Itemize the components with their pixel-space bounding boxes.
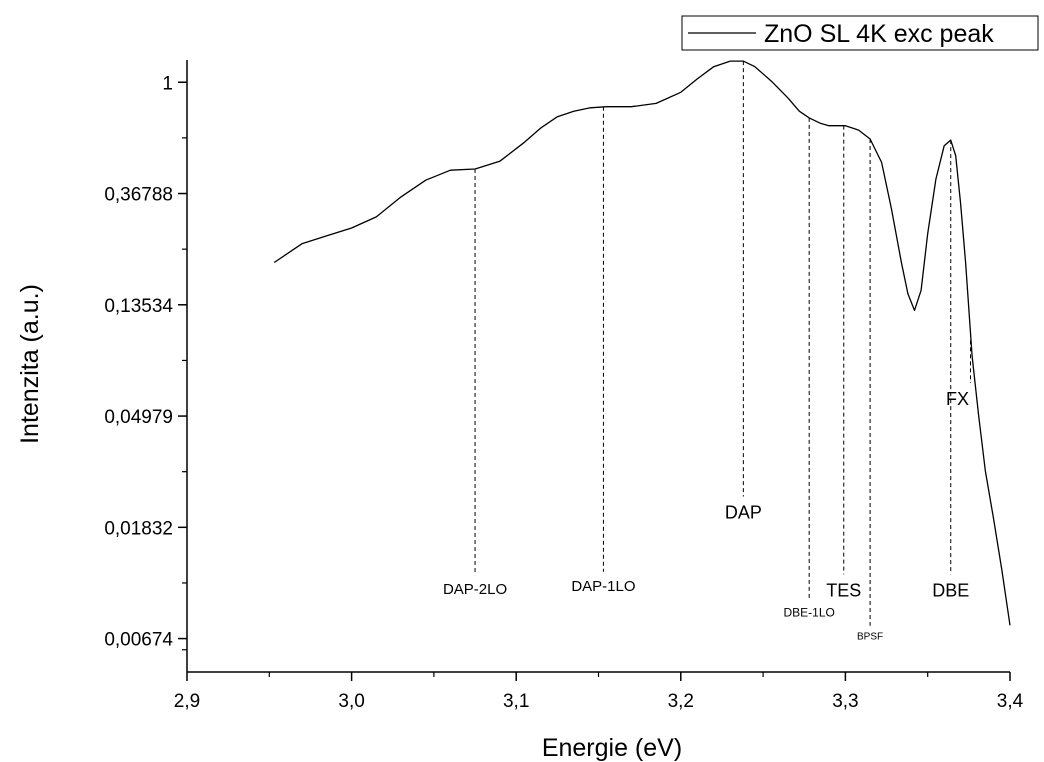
y-tick-label: 1 xyxy=(162,73,173,94)
x-tick-label: 3,3 xyxy=(832,691,858,712)
y-tick-label: 0,04979 xyxy=(104,407,173,428)
legend: ZnO SL 4K exc peak xyxy=(681,15,1039,51)
x-tick-label: 3,2 xyxy=(668,691,694,712)
annotation-label: DAP xyxy=(725,502,762,522)
x-axis-title: Energie (eV) xyxy=(542,734,682,762)
y-tick-label: 0,00674 xyxy=(104,630,173,651)
y-tick-label: 0,36788 xyxy=(104,185,173,206)
x-tick-label: 2,9 xyxy=(174,691,200,712)
series-line xyxy=(273,60,1011,626)
annotation-label: DBE-1LO xyxy=(784,605,835,619)
legend-label: ZnO SL 4K exc peak xyxy=(764,20,994,48)
x-tick-label: 3,1 xyxy=(503,691,529,712)
annotations: DAP-2LO DAP-1LO DAP DBE-1LO TES BPSF FX DBE xyxy=(443,61,971,643)
annotation-label: BPSF xyxy=(857,632,883,643)
y-axis-title: Intenzita (a.u.) xyxy=(16,284,44,444)
annotation-label: DAP-1LO xyxy=(571,578,635,595)
ticks: 2,9 3,0 3,1 3,2 3,3 3,4 1 0,36788 0,13534 0,04979… xyxy=(104,73,1023,712)
series xyxy=(273,60,1011,626)
annotation-label: DAP-2LO xyxy=(443,581,507,598)
y-tick-label: 0,01832 xyxy=(104,518,173,539)
annotation-label: TES xyxy=(826,580,861,600)
x-tick-label: 3,4 xyxy=(997,691,1024,712)
x-tick-label: 3,0 xyxy=(338,691,364,712)
annotation-label: DBE xyxy=(932,580,969,600)
annotation-label: FX xyxy=(946,389,969,409)
y-tick-label: 0,13534 xyxy=(104,296,173,317)
